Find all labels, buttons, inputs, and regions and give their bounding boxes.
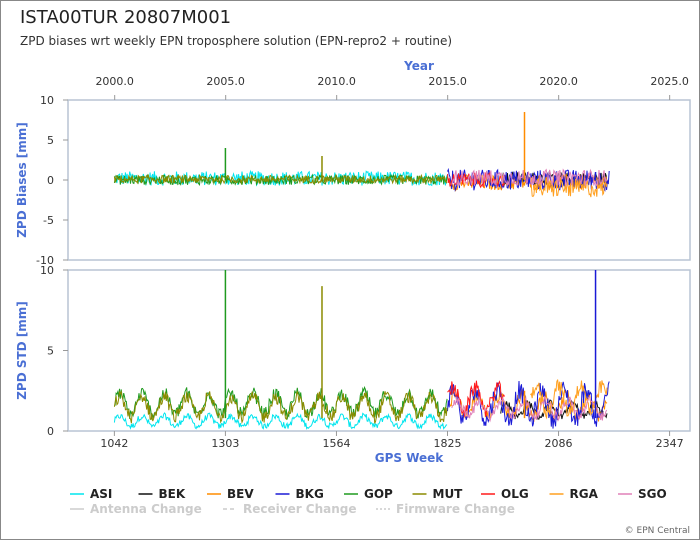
gps-week-tick-label: 1042 [100, 437, 128, 450]
legend-label-bkg: BKG [296, 487, 324, 501]
std-series-gop [113, 385, 448, 420]
legend-label-change: Firmware Change [396, 502, 515, 516]
bias-series-rga [530, 177, 608, 198]
legend-label-olg: OLG [501, 487, 529, 501]
bias-series-mut [113, 173, 448, 185]
bottom-axis-label: GPS Week [375, 451, 445, 465]
bias-y-tick-label: -10 [36, 254, 54, 267]
year-tick-label: 2010.0 [317, 75, 356, 88]
std-y-tick-label: 0 [47, 425, 54, 438]
std-series-sgo [451, 395, 608, 423]
std-series-olg [447, 380, 505, 418]
gps-week-tick-label: 1564 [322, 437, 350, 450]
bias-series-bkg [447, 167, 610, 192]
std-y-tick-label: 10 [40, 264, 54, 277]
chart-subtitle: ZPD biases wrt weekly EPN troposphere so… [20, 34, 453, 48]
legend-label-rga: RGA [570, 487, 599, 501]
legend-label-asi: ASI [90, 487, 112, 501]
std-y-tick-label: 5 [47, 345, 54, 358]
bias-y-axis-label: ZPD Biases [mm] [15, 122, 29, 238]
year-tick-label: 2015.0 [428, 75, 467, 88]
legend-label-mut: MUT [433, 487, 464, 501]
std-series-mut [113, 390, 448, 425]
gps-week-tick-label: 2086 [545, 437, 573, 450]
legend-label-sgo: SGO [638, 487, 667, 501]
std-series-asi [113, 412, 448, 430]
year-tick-label: 2020.0 [539, 75, 578, 88]
legend-label-gop: GOP [364, 487, 393, 501]
std-series-bek [500, 399, 608, 420]
std-series-bkg [447, 380, 610, 429]
bias-y-tick-label: 5 [47, 134, 54, 147]
year-tick-label: 2000.0 [95, 75, 134, 88]
legend-label-change: Antenna Change [90, 502, 202, 516]
year-tick-label: 2025.0 [650, 75, 689, 88]
top-axis-label: Year [403, 59, 434, 73]
std-y-axis-label: ZPD STD [mm] [15, 301, 29, 400]
chart-title: ISTA00TUR 20807M001 [20, 7, 232, 28]
legend-label-bev: BEV [227, 487, 254, 501]
gps-week-tick-label: 1303 [211, 437, 239, 450]
bias-y-tick-label: 10 [40, 94, 54, 107]
credit-label: © EPN Central [624, 526, 690, 536]
legend-label-change: Receiver Change [243, 502, 357, 516]
bias-series-sgo [451, 168, 608, 187]
bias-y-tick-label: -5 [43, 214, 54, 227]
gps-week-tick-label: 1825 [433, 437, 461, 450]
legend-label-bek: BEK [159, 487, 186, 501]
year-tick-label: 2005.0 [206, 75, 245, 88]
gps-week-tick-label: 2347 [656, 437, 684, 450]
bias-y-tick-label: 0 [47, 174, 54, 187]
